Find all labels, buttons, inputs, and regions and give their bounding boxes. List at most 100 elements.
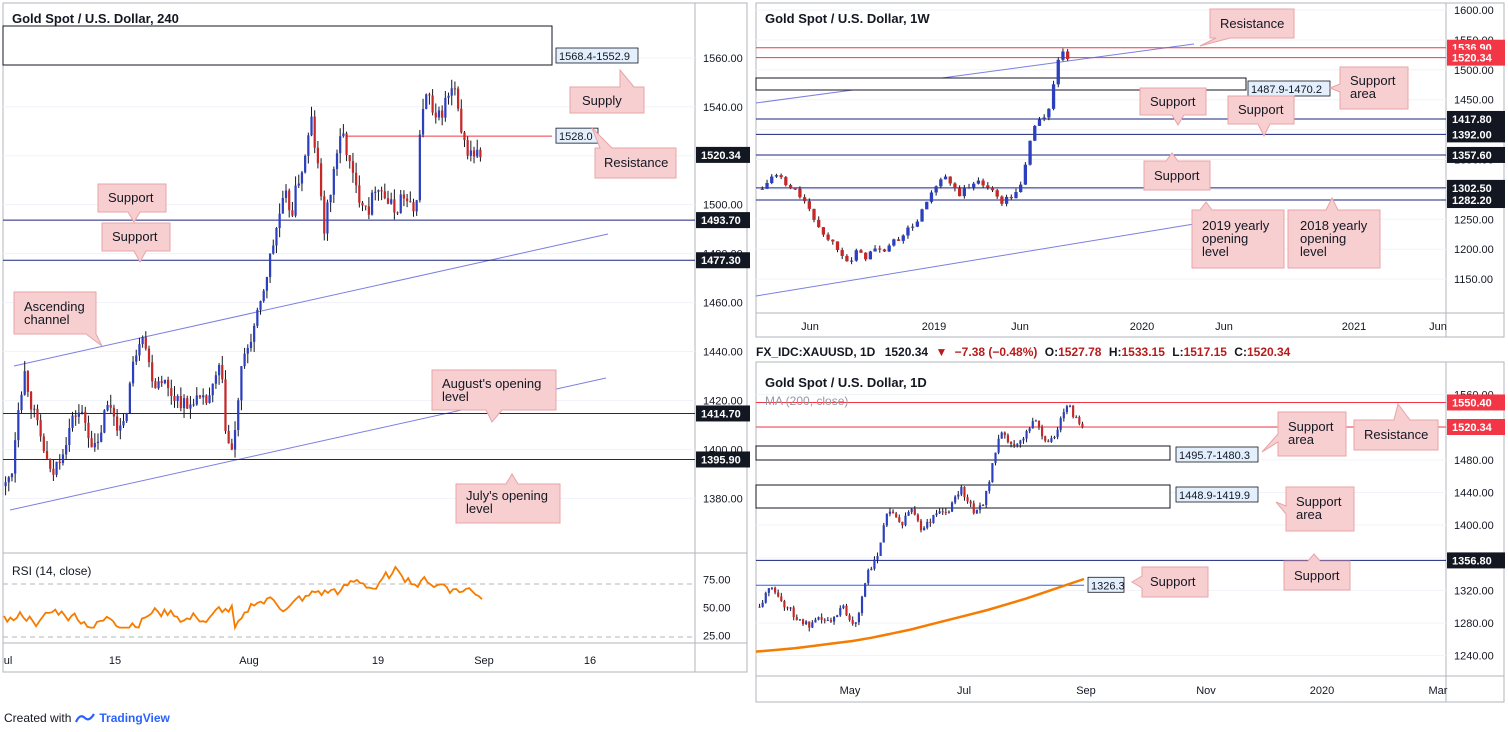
chart-panel-240[interactable]: 1560.001540.001520.001500.001480.001460.… [0, 0, 754, 708]
y-tick-label: 1420.00 [703, 395, 743, 407]
candle-body [281, 197, 284, 214]
candle-body [182, 398, 186, 409]
chart-panel-1d[interactable]: 1560.001520.001480.001440.001400.001360.… [754, 342, 1508, 708]
y-tick-label: 1380.00 [703, 493, 743, 505]
candle-body [1014, 192, 1018, 199]
callout-support-w-1[interactable]: Support [1139, 87, 1207, 126]
candle-body [929, 521, 932, 523]
candle-body [364, 205, 367, 207]
x-tick-label: 2021 [1342, 321, 1366, 333]
candle-body [950, 502, 954, 512]
candle-body [840, 249, 844, 256]
candle-body [326, 202, 329, 234]
candle-body [304, 155, 307, 173]
candle-body [773, 587, 777, 593]
candle-body [873, 248, 877, 252]
support-area-zone[interactable] [755, 77, 1247, 91]
y-tick-label: 1400.00 [1454, 520, 1494, 532]
candle-body [122, 421, 125, 426]
callout-2019-yearly-opening-level[interactable]: 2019 yearly opening level [1191, 201, 1285, 269]
candle-body [87, 422, 90, 439]
candle-body [380, 190, 383, 192]
callout-support-area-w[interactable]: Support area [1328, 66, 1409, 110]
callout-resistance-w[interactable]: Resistance [1199, 8, 1295, 47]
callout-resistance[interactable]: Resistance [591, 127, 677, 179]
chart-1d[interactable]: 1560.001520.001480.001440.001400.001360.… [754, 342, 1508, 708]
candle-body [205, 395, 208, 404]
candle-body [915, 221, 919, 227]
callout-support-d-2[interactable]: Support [1283, 553, 1351, 591]
candle-body [1050, 438, 1053, 442]
candle-body [953, 183, 957, 189]
callout-support-area-d-1[interactable]: Support area [1261, 411, 1347, 457]
level-box-label: 1326.3 [1091, 580, 1125, 592]
candle-body [361, 202, 364, 206]
callout-august-opening-level[interactable]: August's opening level [431, 369, 557, 423]
candle-body [835, 241, 840, 250]
support-area-zone-1[interactable] [755, 445, 1171, 461]
supply-zone[interactable] [2, 25, 553, 66]
candle-body [323, 196, 326, 234]
candle-body [1000, 196, 1004, 204]
price-tag [696, 405, 754, 422]
callout-2018-yearly-opening-level[interactable]: 2018 yearly opening level [1287, 196, 1381, 269]
trendline-lower[interactable] [755, 223, 1195, 297]
callout-support-d-1[interactable]: Support [1131, 566, 1209, 598]
candle-body [765, 183, 769, 189]
candle-body [253, 325, 256, 342]
price-tag-label: 1493.70 [701, 215, 741, 227]
callout-ascending-channel[interactable]: Ascending channel [13, 291, 103, 347]
candle-body [793, 188, 797, 190]
tradingview-brand[interactable]: TradingView [99, 711, 170, 725]
candle-body [783, 600, 786, 608]
candle-body [1047, 108, 1051, 118]
trendline-upper[interactable] [755, 43, 1195, 104]
candle-body [820, 617, 823, 620]
symbol-legend[interactable]: FX_IDC:XAUUSD, 1D 1520.34 ▼ −7.38 (−0.48… [756, 345, 1291, 359]
support-area-zone-2[interactable] [755, 484, 1171, 509]
x-tick-label: Jun [1011, 321, 1029, 333]
candle-body [221, 364, 224, 380]
chart-240[interactable]: 1560.001540.001520.001500.001480.001460.… [0, 0, 754, 708]
candle-body [58, 461, 61, 464]
candle-body [466, 140, 469, 156]
chart-1w[interactable]: 1600.001550.001500.001450.001400.001350.… [754, 0, 1508, 340]
candle-body [431, 95, 434, 113]
candle-body [288, 190, 291, 211]
svg-text:Support: Support [1150, 94, 1196, 109]
x-tick-label: ul [4, 655, 13, 667]
chart-panel-1w[interactable]: 1600.001550.001500.001450.001400.001350.… [754, 0, 1508, 340]
candle-body [1066, 51, 1070, 59]
y-tick-label: 1280.00 [1454, 618, 1494, 630]
x-tick-label: Jun [1215, 321, 1233, 333]
callout-resistance-d[interactable]: Resistance [1353, 402, 1439, 451]
candle-body [214, 375, 218, 384]
callout-support-area-d-2[interactable]: Support area [1275, 486, 1355, 532]
ascending-channel-upper[interactable] [13, 233, 609, 367]
candle-body [1028, 428, 1031, 432]
candle-body [374, 191, 377, 193]
candle-body [52, 468, 55, 475]
callout-support-w-2[interactable]: Support [1227, 95, 1295, 138]
candle-body [316, 147, 320, 164]
candle-body [801, 619, 805, 625]
candle-body [447, 95, 450, 98]
callout-supply[interactable]: Supply [569, 68, 645, 114]
callout-support-w-3[interactable]: Support [1143, 152, 1211, 191]
candle-body [412, 202, 415, 212]
callout-support-1[interactable]: Support [97, 183, 167, 223]
candle-body [109, 404, 112, 408]
candle-body [409, 201, 412, 203]
callout-support-2[interactable]: Support [101, 222, 171, 264]
candle-body [851, 620, 854, 624]
candle-body [981, 180, 985, 186]
candle-body [926, 521, 929, 528]
candle-body [939, 179, 943, 187]
candle-body [4, 482, 7, 487]
candle-body [986, 185, 990, 188]
candle-body [166, 379, 170, 389]
callout-july-opening-level[interactable]: July's opening level [455, 473, 561, 524]
price-tag-label: 1414.70 [701, 408, 741, 420]
